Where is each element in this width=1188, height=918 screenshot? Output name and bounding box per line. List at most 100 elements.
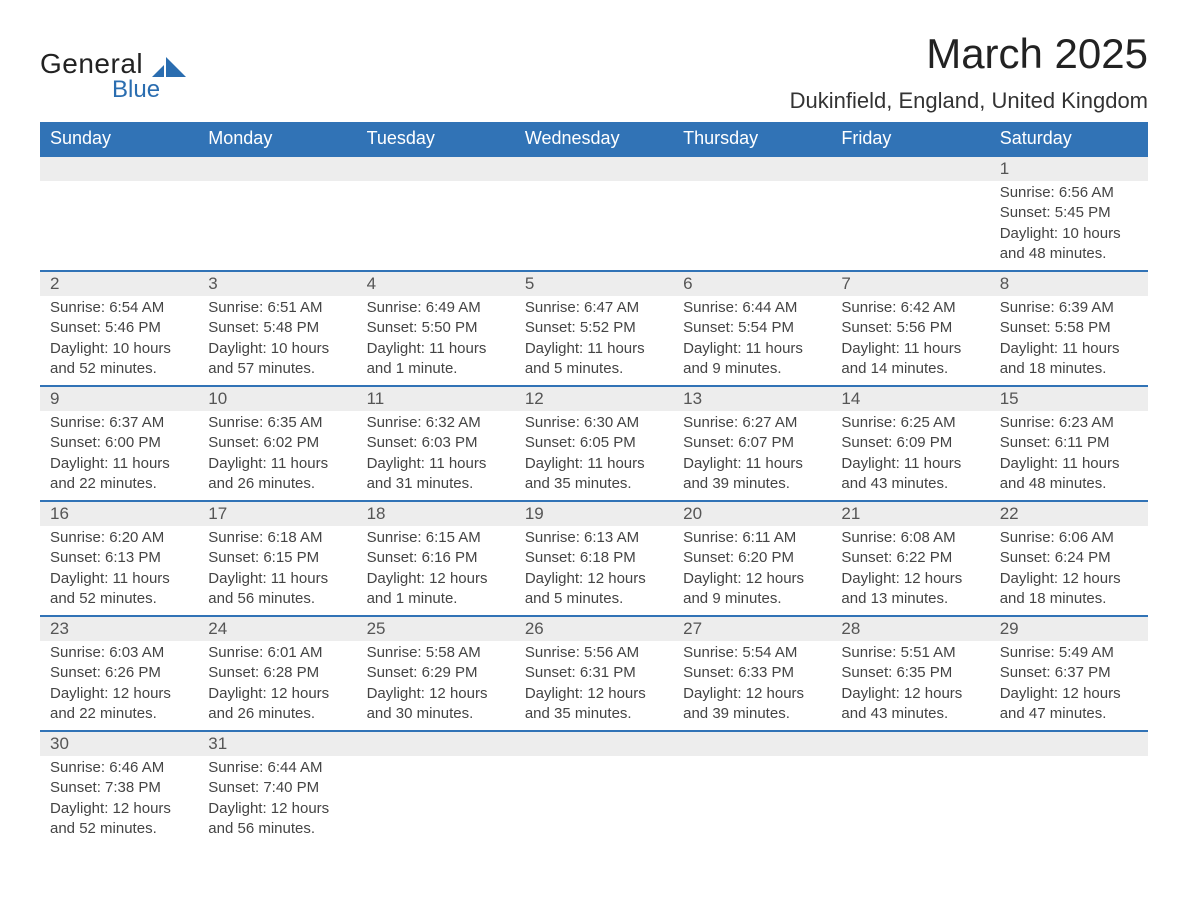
day-number-cell: [515, 731, 673, 756]
day-number: 13: [683, 389, 702, 408]
day-number-cell: 16: [40, 501, 198, 526]
day-details-cell: Sunrise: 6:25 AMSunset: 6:09 PMDaylight:…: [831, 411, 989, 501]
day-number-cell: 30: [40, 731, 198, 756]
day-sunset: Sunset: 6:07 PM: [683, 433, 821, 453]
day-details-cell: [831, 181, 989, 271]
day-sunset: Sunset: 7:40 PM: [208, 778, 346, 798]
day-details-cell: Sunrise: 6:27 AMSunset: 6:07 PMDaylight:…: [673, 411, 831, 501]
day-dl2: and 9 minutes.: [683, 589, 821, 609]
day-details-cell: Sunrise: 6:49 AMSunset: 5:50 PMDaylight:…: [357, 296, 515, 386]
day-details-cell: [40, 181, 198, 271]
calendar-week-details: Sunrise: 6:56 AMSunset: 5:45 PMDaylight:…: [40, 181, 1148, 271]
weekday-header: Tuesday: [357, 122, 515, 156]
day-dl1: Daylight: 12 hours: [208, 684, 346, 704]
day-number: 9: [50, 389, 59, 408]
day-number-cell: 12: [515, 386, 673, 411]
day-number-cell: 22: [990, 501, 1148, 526]
day-dl1: Daylight: 11 hours: [683, 339, 821, 359]
day-details-cell: Sunrise: 5:58 AMSunset: 6:29 PMDaylight:…: [357, 641, 515, 731]
day-number: 8: [1000, 274, 1009, 293]
day-number: 22: [1000, 504, 1019, 523]
day-details-cell: [515, 181, 673, 271]
day-sunset: Sunset: 6:15 PM: [208, 548, 346, 568]
day-dl1: Daylight: 11 hours: [525, 339, 663, 359]
day-sunrise: Sunrise: 6:20 AM: [50, 528, 188, 548]
day-sunrise: Sunrise: 5:56 AM: [525, 643, 663, 663]
day-dl1: Daylight: 10 hours: [208, 339, 346, 359]
weekday-header: Sunday: [40, 122, 198, 156]
day-sunset: Sunset: 6:09 PM: [841, 433, 979, 453]
day-number: 17: [208, 504, 227, 523]
day-sunset: Sunset: 5:46 PM: [50, 318, 188, 338]
day-number: 30: [50, 734, 69, 753]
day-number-cell: 29: [990, 616, 1148, 641]
day-dl1: Daylight: 12 hours: [208, 799, 346, 819]
day-number-cell: 26: [515, 616, 673, 641]
day-sunset: Sunset: 6:16 PM: [367, 548, 505, 568]
day-sunset: Sunset: 6:22 PM: [841, 548, 979, 568]
day-details-cell: [831, 756, 989, 845]
day-dl2: and 5 minutes.: [525, 359, 663, 379]
calendar-week-details: Sunrise: 6:54 AMSunset: 5:46 PM Daylight:…: [40, 296, 1148, 386]
day-number-cell: 1: [990, 156, 1148, 181]
day-details-cell: Sunrise: 6:20 AMSunset: 6:13 PMDaylight:…: [40, 526, 198, 616]
day-dl1: Daylight: 11 hours: [1000, 454, 1138, 474]
day-number: 28: [841, 619, 860, 638]
day-dl2: and 5 minutes.: [525, 589, 663, 609]
day-sunrise: Sunrise: 5:49 AM: [1000, 643, 1138, 663]
day-number-cell: [673, 731, 831, 756]
calendar-table: Sunday Monday Tuesday Wednesday Thursday…: [40, 122, 1148, 845]
day-details-cell: [198, 181, 356, 271]
day-number: 3: [208, 274, 217, 293]
day-number: 15: [1000, 389, 1019, 408]
day-sunrise: Sunrise: 6:23 AM: [1000, 413, 1138, 433]
day-number: 20: [683, 504, 702, 523]
day-sunrise: Sunrise: 6:54 AM: [50, 298, 188, 318]
day-sunset: Sunset: 5:56 PM: [841, 318, 979, 338]
day-number-cell: [831, 156, 989, 181]
calendar-week-daynums: 2345678: [40, 271, 1148, 296]
day-dl1: Daylight: 11 hours: [683, 454, 821, 474]
calendar-week-details: Sunrise: 6:20 AMSunset: 6:13 PMDaylight:…: [40, 526, 1148, 616]
day-number-cell: [515, 156, 673, 181]
day-sunrise: Sunrise: 5:51 AM: [841, 643, 979, 663]
day-number: 16: [50, 504, 69, 523]
weekday-header: Monday: [198, 122, 356, 156]
day-details-cell: Sunrise: 6:44 AMSunset: 5:54 PMDaylight:…: [673, 296, 831, 386]
day-dl2: and 26 minutes.: [208, 704, 346, 724]
day-dl1: Daylight: 11 hours: [1000, 339, 1138, 359]
day-dl1: Daylight: 11 hours: [367, 454, 505, 474]
day-number-cell: 10: [198, 386, 356, 411]
day-number: 26: [525, 619, 544, 638]
day-number: 4: [367, 274, 376, 293]
day-dl1: Daylight: 12 hours: [367, 684, 505, 704]
day-details-cell: Sunrise: 5:51 AMSunset: 6:35 PMDaylight:…: [831, 641, 989, 731]
day-number-cell: 9: [40, 386, 198, 411]
day-sunrise: Sunrise: 6:08 AM: [841, 528, 979, 548]
day-sunset: Sunset: 6:28 PM: [208, 663, 346, 683]
day-dl1: Daylight: 12 hours: [1000, 569, 1138, 589]
day-details-cell: Sunrise: 6:18 AMSunset: 6:15 PMDaylight:…: [198, 526, 356, 616]
day-details-cell: Sunrise: 6:30 AMSunset: 6:05 PMDaylight:…: [515, 411, 673, 501]
day-dl2: and 48 minutes.: [1000, 474, 1138, 494]
day-number-cell: [357, 156, 515, 181]
day-number-cell: [198, 156, 356, 181]
day-sunset: Sunset: 5:48 PM: [208, 318, 346, 338]
calendar-week-daynums: 23242526272829: [40, 616, 1148, 641]
day-details-cell: Sunrise: 6:23 AMSunset: 6:11 PMDaylight:…: [990, 411, 1148, 501]
day-dl1: Daylight: 12 hours: [841, 569, 979, 589]
day-dl1: Daylight: 11 hours: [367, 339, 505, 359]
day-sunrise: Sunrise: 6:46 AM: [50, 758, 188, 778]
day-sunrise: Sunrise: 6:47 AM: [525, 298, 663, 318]
header: General Blue March 2025 Dukinfield, Engl…: [40, 30, 1148, 114]
calendar-week-details: Sunrise: 6:03 AMSunset: 6:26 PMDaylight:…: [40, 641, 1148, 731]
brand-name-top: General: [40, 48, 143, 79]
day-dl2: and 18 minutes.: [1000, 359, 1138, 379]
day-sunset: Sunset: 6:29 PM: [367, 663, 505, 683]
calendar-week-details: Sunrise: 6:46 AMSunset: 7:38 PMDaylight:…: [40, 756, 1148, 845]
day-number-cell: 14: [831, 386, 989, 411]
day-dl1: Daylight: 11 hours: [208, 569, 346, 589]
day-number-cell: [990, 731, 1148, 756]
day-sunrise: Sunrise: 6:51 AM: [208, 298, 346, 318]
day-details-cell: Sunrise: 6:13 AMSunset: 6:18 PMDaylight:…: [515, 526, 673, 616]
